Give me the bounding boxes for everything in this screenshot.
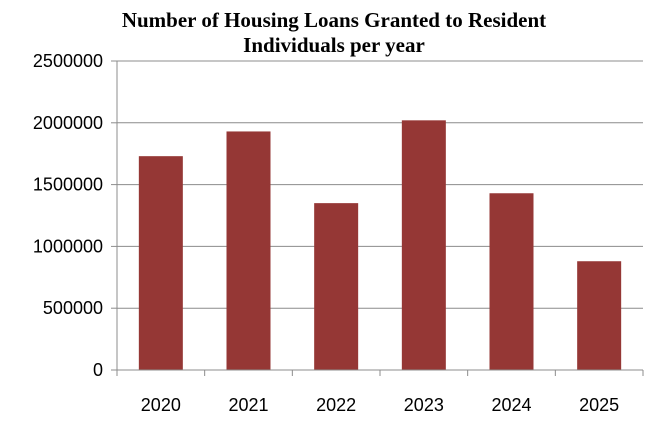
y-tick-label: 500000 xyxy=(43,298,103,318)
bar-2020 xyxy=(138,156,183,370)
y-tick-label: 1500000 xyxy=(33,175,103,195)
x-tick-label: 2025 xyxy=(579,395,619,415)
x-tick-label: 2023 xyxy=(404,395,444,415)
bar-2021 xyxy=(226,131,271,370)
y-tick-label: 1000000 xyxy=(33,236,103,256)
axes xyxy=(111,60,644,376)
bar-2022 xyxy=(314,203,359,370)
gridlines xyxy=(117,60,643,309)
x-tick-label: 2020 xyxy=(141,395,181,415)
bar-2025 xyxy=(577,261,622,370)
bar-2024 xyxy=(489,193,534,370)
y-tick-label: 0 xyxy=(93,360,103,380)
y-tick-labels: 0 500000 1000000 1500000 2000000 2500000 xyxy=(33,51,103,380)
chart-title-line-2: Individuals per year xyxy=(243,33,425,57)
chart-title: Number of Housing Loans Granted to Resid… xyxy=(0,8,668,58)
bar-2023 xyxy=(401,120,446,370)
x-tick-labels: 2020 2021 2022 2023 2024 2025 xyxy=(141,395,619,415)
bars xyxy=(138,120,622,370)
x-tick-label: 2024 xyxy=(491,395,531,415)
y-tick-label: 2500000 xyxy=(33,51,103,71)
x-tick-label: 2021 xyxy=(228,395,268,415)
x-tick-label: 2022 xyxy=(316,395,356,415)
y-tick-label: 2000000 xyxy=(33,113,103,133)
chart-title-line-1: Number of Housing Loans Granted to Resid… xyxy=(121,8,547,32)
